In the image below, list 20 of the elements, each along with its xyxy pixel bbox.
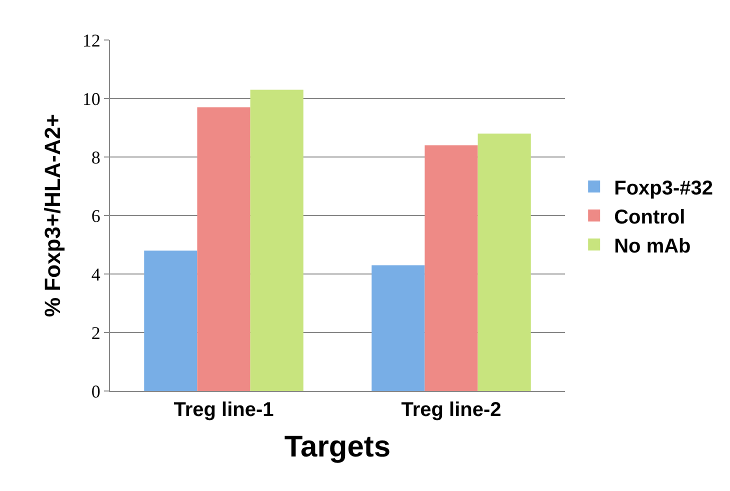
x-tick-label: Treg line-2: [401, 399, 502, 421]
bar: [144, 250, 198, 391]
y-tick-label: 10: [82, 88, 100, 109]
y-tick-label: 6: [91, 206, 100, 226]
y-tick-label: 12: [82, 30, 100, 50]
y-tick-label: 4: [91, 264, 100, 284]
legend-label: Foxp3-#32: [614, 177, 714, 200]
bar: [478, 134, 531, 391]
legend-label: No mAb: [614, 235, 691, 258]
y-axis-title: % Foxp3+/HLA-A2+: [40, 114, 66, 317]
bar: [197, 107, 250, 391]
y-tick-label: 0: [91, 381, 100, 402]
x-axis-title: Targets: [284, 430, 391, 464]
x-tick-label: Treg line-1: [174, 399, 274, 421]
bar: [424, 145, 478, 391]
legend-label: Control: [614, 206, 686, 228]
y-tick-label: 2: [91, 322, 100, 343]
y-tick-label: 8: [91, 147, 100, 168]
bar: [372, 265, 425, 391]
bar: [250, 90, 304, 391]
